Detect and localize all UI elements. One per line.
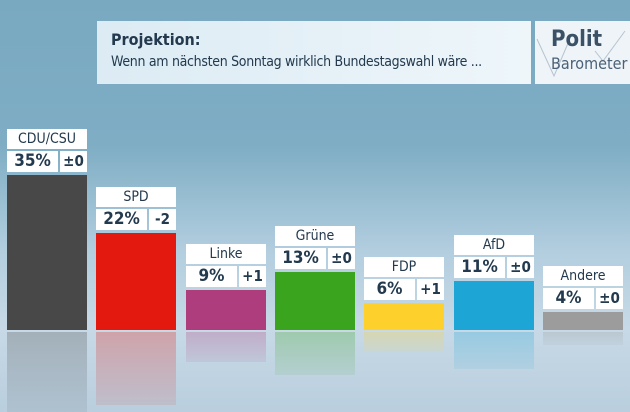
value-label: 35% (7, 151, 58, 172)
category-label: FDP (364, 257, 444, 278)
bar-reflection-2 (186, 332, 266, 362)
value-label: 22% (96, 208, 147, 230)
logo-line2: Barometer (551, 54, 628, 73)
change-label: +1 (239, 266, 266, 288)
bar-5 (454, 281, 534, 330)
change-label: ±0 (596, 288, 623, 310)
bar-reflection-5 (454, 332, 534, 369)
logo-line1: Polit (551, 27, 603, 52)
value-label: 11% (454, 257, 505, 279)
category-label: AfD (454, 235, 534, 256)
category-label: SPD (96, 186, 176, 207)
bar-reflection-3 (275, 332, 355, 376)
change-label: +1 (417, 279, 444, 301)
change-label: ±0 (507, 257, 534, 279)
bar-3 (275, 272, 355, 330)
change-label: ±0 (328, 248, 355, 270)
politbarometer-logo: Polit Barometer (535, 21, 630, 84)
value-label: 13% (275, 248, 326, 270)
bar-reflection-0 (7, 332, 87, 412)
value-label: 6% (364, 279, 415, 301)
checkmark-icon (536, 30, 626, 78)
title: Projektion: (111, 30, 201, 49)
bar-reflection-4 (364, 332, 444, 352)
bar-1 (96, 232, 176, 330)
bar-2 (186, 290, 266, 330)
category-label: Linke (186, 244, 266, 265)
change-label: -2 (149, 208, 176, 230)
title-panel: Projektion: Wenn am nächsten Sonntag wir… (97, 21, 531, 84)
category-label: Grüne (275, 226, 355, 247)
bar-0 (7, 175, 87, 330)
value-label: 4% (543, 288, 594, 310)
category-label: CDU/CSU (7, 129, 87, 149)
value-label: 9% (186, 266, 237, 288)
change-label: ±0 (60, 151, 87, 172)
subtitle: Wenn am nächsten Sonntag wirklich Bundes… (111, 54, 482, 70)
category-label: Andere (543, 266, 623, 287)
bar-reflection-1 (96, 332, 176, 406)
bar-6 (543, 312, 623, 330)
bar-reflection-6 (543, 332, 623, 346)
bar-4 (364, 303, 444, 330)
